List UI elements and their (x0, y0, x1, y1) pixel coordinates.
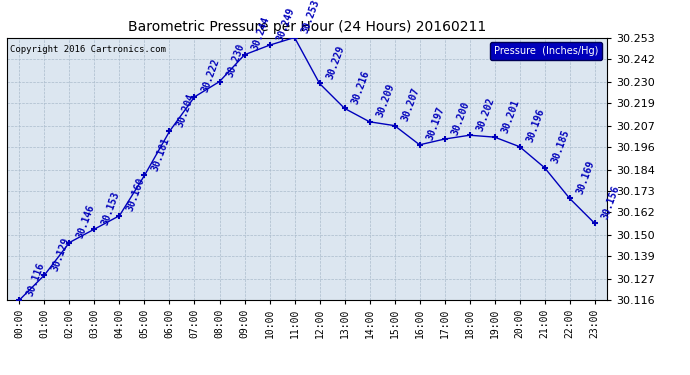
Text: Copyright 2016 Cartronics.com: Copyright 2016 Cartronics.com (10, 45, 166, 54)
Text: 30.153: 30.153 (100, 190, 121, 226)
Text: 30.229: 30.229 (325, 44, 346, 81)
Text: 30.196: 30.196 (525, 107, 546, 144)
Text: 30.230: 30.230 (225, 42, 246, 79)
Text: 30.129: 30.129 (50, 236, 72, 272)
Text: 30.197: 30.197 (425, 105, 446, 142)
Text: 30.216: 30.216 (350, 69, 372, 106)
Text: 30.209: 30.209 (375, 82, 397, 119)
Legend: Pressure  (Inches/Hg): Pressure (Inches/Hg) (490, 42, 602, 60)
Text: 30.244: 30.244 (250, 15, 272, 52)
Text: 30.160: 30.160 (125, 176, 146, 213)
Text: 30.200: 30.200 (450, 100, 472, 136)
Text: 30.156: 30.156 (600, 184, 622, 220)
Text: 30.116: 30.116 (25, 261, 46, 297)
Text: 30.253: 30.253 (300, 0, 322, 35)
Text: 30.185: 30.185 (550, 129, 572, 165)
Text: 30.207: 30.207 (400, 86, 422, 123)
Text: 30.181: 30.181 (150, 136, 172, 172)
Text: 30.249: 30.249 (275, 6, 297, 42)
Text: 30.169: 30.169 (575, 159, 597, 196)
Text: 30.204: 30.204 (175, 92, 197, 129)
Text: 30.222: 30.222 (200, 58, 221, 94)
Title: Barometric Pressure per Hour (24 Hours) 20160211: Barometric Pressure per Hour (24 Hours) … (128, 20, 486, 33)
Text: 30.201: 30.201 (500, 98, 522, 134)
Text: 30.146: 30.146 (75, 203, 97, 240)
Text: 30.202: 30.202 (475, 96, 497, 132)
